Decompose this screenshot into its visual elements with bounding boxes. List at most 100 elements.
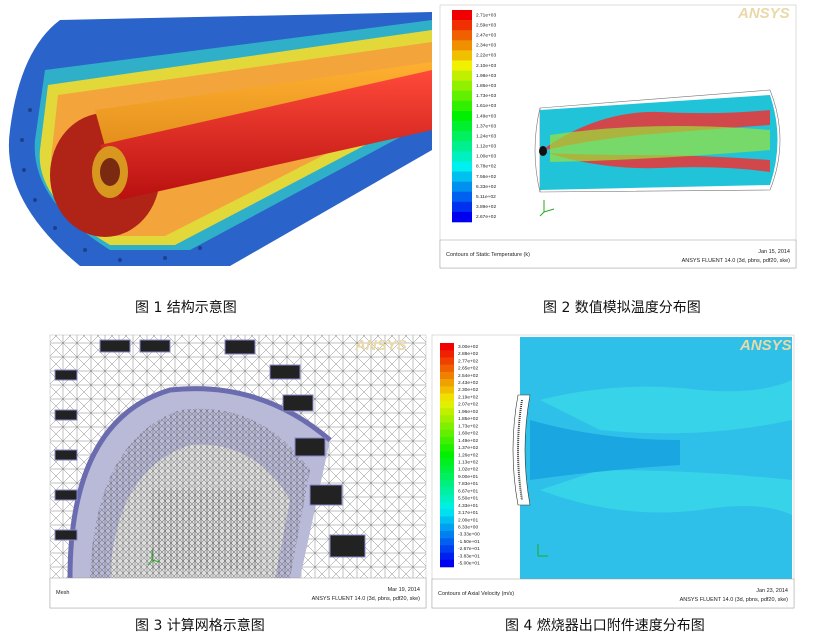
colorbar-swatch [440,415,454,423]
colorbar-swatch [440,364,454,373]
colorbar-swatch [440,494,454,503]
colorbar-label: 1.02e+02 [458,467,478,473]
colorbar-label: -3.83e+01 [458,553,480,559]
colorbar-swatch [440,501,454,510]
colorbar-swatch [452,70,472,81]
colorbar-label: 2.67e+02 [476,214,496,220]
colorbar-label: 6.33e+02 [476,184,496,190]
colorbar-label: 2.43e+02 [458,380,478,386]
colorbar-label: 2.65e+02 [458,366,478,372]
footer-title: Mesh [56,590,69,596]
colorbar-swatch [452,10,472,21]
colorbar-swatch [440,444,454,452]
colorbar-label: 1.37e+02 [458,445,478,451]
colorbar-label: -2.67e+01 [458,546,480,552]
figure-2-panel: ANSYS Contours of Static Temperature (k)… [439,4,797,269]
colorbar-swatch [440,516,454,524]
colorbar-label: 1.13e+02 [458,459,478,465]
footer-title: Contours of Axial Velocity (m/s) [438,591,514,597]
colorbar-label: 1.00e+03 [476,154,496,160]
colorbar-label: 2.54e+02 [458,373,478,379]
colorbar-swatch [440,422,454,431]
logo: ANSYS [354,337,407,354]
colorbar-label: 1.96e+02 [458,409,478,415]
colorbar-label: 8.78e+02 [476,164,496,170]
colorbar-swatch [452,90,472,102]
colorbar-label: 1.73e+03 [476,93,496,99]
colorbar-swatch [440,487,454,496]
colorbar-swatch [452,60,472,71]
colorbar-swatch [440,538,454,546]
colorbar-swatch [452,191,472,203]
colorbar-swatch [440,458,454,467]
colorbar-swatch [452,161,472,172]
colorbar-label: 6.67e+01 [458,488,478,494]
colorbar-label: 2.77e+02 [458,358,478,364]
colorbar-label: -3.33e+00 [458,532,480,538]
colorbar-label: 4.33e+01 [458,503,478,509]
colorbar-label: 1.49e+03 [476,113,496,119]
colorbar-label: 2.10e+03 [476,63,496,69]
colorbar-swatch [452,50,472,61]
colorbar-label: 1.24e+03 [476,133,496,139]
colorbar-label: 2.47e+03 [476,33,496,39]
colorbar-label: 1.26e+02 [458,452,478,458]
colorbar-swatch [440,357,454,365]
colorbar-swatch [452,171,472,182]
colorbar-swatch [452,131,472,142]
colorbar-swatch [440,429,454,438]
caption: 图 3 计算网格示意图 [135,617,265,634]
colorbar-swatch [440,408,454,416]
caption: 图 2 数值模拟温度分布图 [543,300,701,316]
colorbar-label: 1.49e+02 [458,438,478,444]
colorbar-label: 1.85e+02 [458,416,478,422]
colorbar-label: 1.60e+02 [458,431,478,437]
colorbar-swatch [440,530,454,539]
colorbar-swatch [440,465,454,474]
colorbar-swatch [440,552,454,561]
colorbar-label: 2.30e+02 [458,387,478,393]
colorbar-swatch [440,480,454,488]
colorbar-label: 1.12e+03 [476,144,496,150]
footer-version: ANSYS FLUENT 14.0 (3d, pbns, pdf20, ske) [682,258,791,264]
colorbar-swatch [440,559,454,568]
caption: 图 4 燃烧器出口附件速度分布图 [505,617,705,634]
colorbar-label: 1.73e+02 [458,423,478,429]
footer-date: Jan 15, 2014 [758,249,790,255]
colorbar-label: 2.00e+01 [458,517,478,523]
figure-4-panel: ANSYS Contours of Axial Velocity (m/s) J… [431,334,795,609]
colorbar-swatch [452,211,472,223]
colorbar-label: 2.19e+02 [458,394,478,400]
footer-version: ANSYS FLUENT 14.0 (3d, pbns, pdf20, ske) [312,596,421,602]
colorbar-swatch [440,436,454,445]
colorbar-label: 2.34e+03 [476,43,496,49]
logo: ANSYS [737,5,790,22]
colorbar-label: 2.22e+03 [476,53,496,59]
colorbar-label: 1.86e+03 [476,83,496,89]
footer-date: Mar 19, 2014 [388,587,420,593]
colorbar-label: 1.98e+03 [476,73,496,79]
colorbar-swatch [452,30,472,41]
colorbar-label: 5.11e+02 [476,194,496,200]
colorbar-swatch [452,201,472,213]
colorbar-label: 3.17e+01 [458,510,478,516]
colorbar-swatch [440,393,454,402]
figure-3-panel: ANSYS Mesh Mar 19, 2014 ANSYS FLUENT 14.… [49,334,427,609]
colorbar-swatch [452,181,472,193]
caption: 图 1 结构示意图 [135,299,237,316]
colorbar-swatch [452,151,472,162]
colorbar-swatch [440,473,454,481]
colorbar-swatch [440,386,454,394]
colorbar-label: 3.89e+02 [476,204,496,210]
colorbar-label: 8.33e+00 [458,525,478,531]
colorbar-swatch [440,509,454,517]
colorbar-swatch [440,350,454,358]
colorbar-label: 1.37e+03 [476,123,496,129]
colorbar-swatch [440,400,454,409]
colorbar-swatch [452,110,472,122]
colorbar-label: 2.59e+03 [476,22,496,28]
logo: ANSYS [739,337,792,354]
colorbar-swatch [440,343,454,351]
colorbar-label: 7.83e+01 [458,481,478,487]
